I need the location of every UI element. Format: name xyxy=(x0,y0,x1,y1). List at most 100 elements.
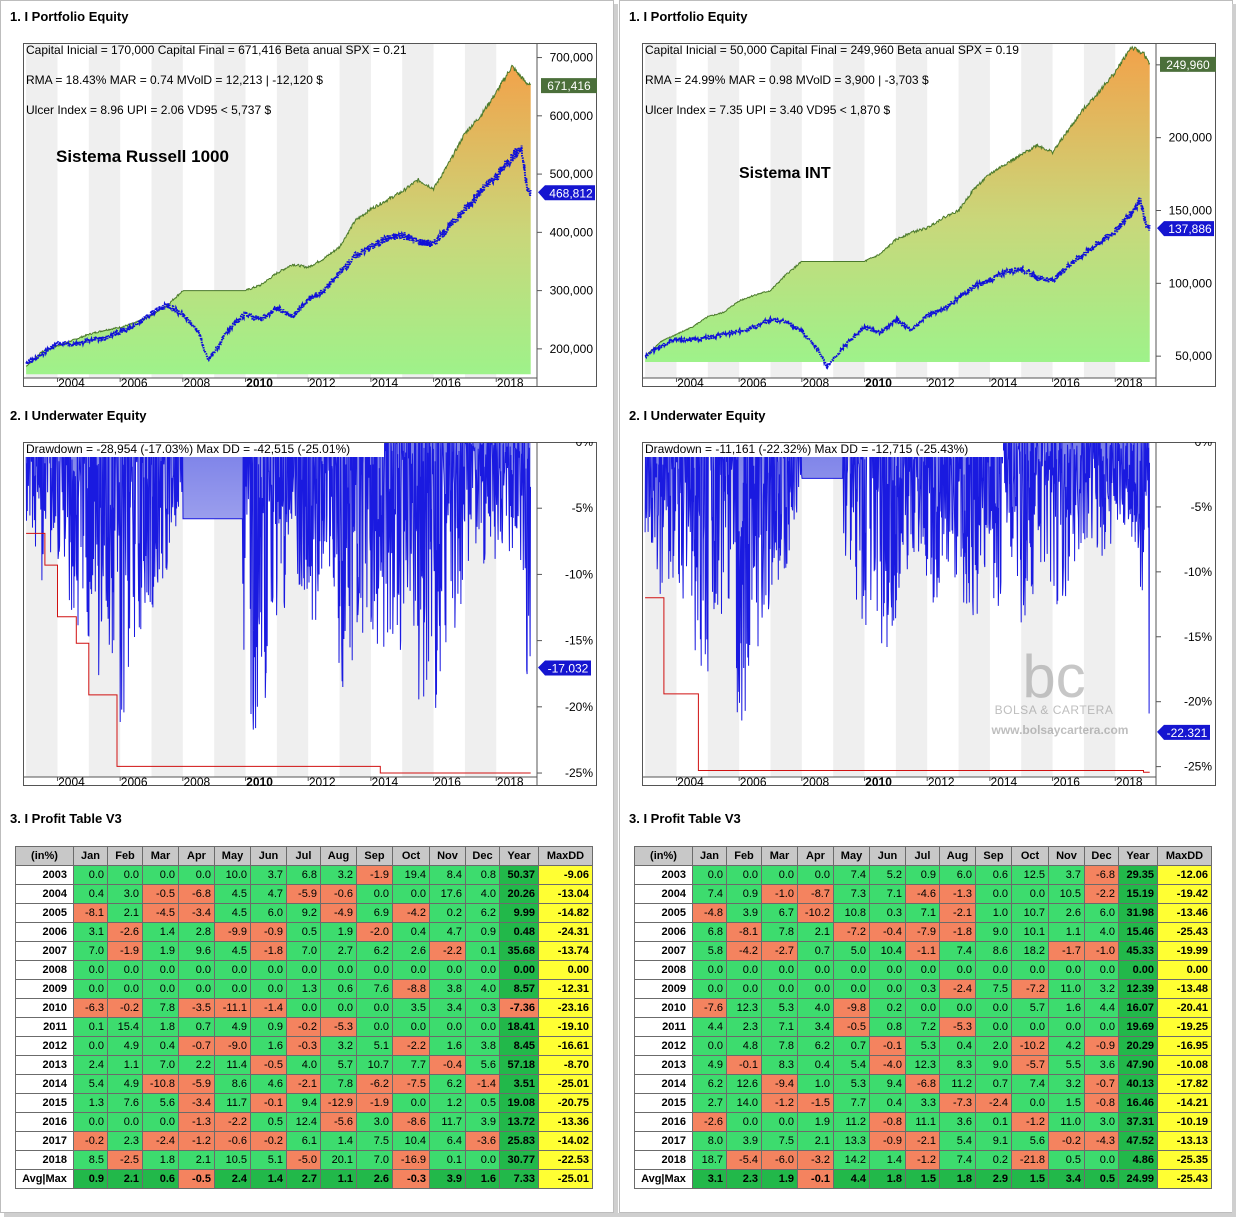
month-return-cell: -1.5 xyxy=(797,1093,834,1113)
x-tick-label: 2016 xyxy=(434,376,461,388)
month-return-cell: 7.0 xyxy=(142,1055,179,1075)
month-return-cell: -2.7 xyxy=(761,941,798,961)
month-return-cell: 0.0 xyxy=(465,1150,500,1170)
month-return-cell: -0.2 xyxy=(1048,1131,1085,1151)
month-return-cell: -1.2 xyxy=(761,1093,798,1113)
month-return-cell: -0.9 xyxy=(869,1131,906,1151)
month-return-cell: 1.0 xyxy=(797,1074,834,1094)
month-return-cell: 10.5 xyxy=(214,1150,251,1170)
table-row: 2004 7.4 0.9 -1.0 -8.7 7.3 7.1 -4.6 -1.3 0.0 0.0 10… xyxy=(634,884,1212,904)
y-tick-label: 150,000 xyxy=(1169,204,1213,218)
year-return-cell: 4.86 xyxy=(1118,1150,1158,1170)
table-row: 2014 5.4 4.9 -10.8 -5.9 8.6 4.6 -2.1 7.8 -6.2 -7.5… xyxy=(15,1074,593,1094)
month-return-cell: 1.9 xyxy=(797,1112,834,1132)
month-return-cell: 19.4 xyxy=(392,865,430,885)
month-return-cell: 0.0 xyxy=(761,865,798,885)
month-return-cell: 0.2 xyxy=(975,1150,1012,1170)
month-return-cell: 0.8 xyxy=(869,1017,906,1037)
month-return-cell: 5.6 xyxy=(465,1055,500,1075)
month-return-cell: -7.3 xyxy=(939,1093,976,1113)
month-return-cell: -0.2 xyxy=(107,998,143,1018)
month-return-cell: 1.8 xyxy=(142,1017,179,1037)
month-return-cell: -0.2 xyxy=(286,1017,321,1037)
month-return-cell: 10.5 xyxy=(1048,884,1085,904)
month-return-cell: -0.4 xyxy=(869,922,906,942)
column-header: Apr xyxy=(797,846,834,866)
month-return-cell: 2.6 xyxy=(1048,903,1085,923)
table-row: 2005 -4.8 3.9 6.7 -10.2 10.8 0.3 7.1 -2.1 1.0 10.7… xyxy=(634,903,1212,923)
benchmark-value-badge xyxy=(538,185,595,201)
month-return-cell: 0.0 xyxy=(356,884,393,904)
avg-month-cell: 2.7 xyxy=(286,1169,321,1189)
column-header: Dec xyxy=(1084,846,1119,866)
month-return-cell: 0.7 xyxy=(178,1017,215,1037)
month-return-cell: -1.0 xyxy=(761,884,798,904)
month-return-cell: 5.2 xyxy=(869,865,906,885)
right-panel: 1. I Portfolio Equity 50,000 100,000 150,0… xyxy=(619,0,1233,1213)
month-return-cell: 0.0 xyxy=(833,960,870,980)
month-return-cell: -0.6 xyxy=(320,884,357,904)
table-row: 2009 0.0 0.0 0.0 0.0 0.0 0.0 1.3 0.6 7.6 -8.8 3.8 4.… xyxy=(15,979,593,999)
month-return-cell: 3.2 xyxy=(320,865,357,885)
avg-year-cell: 24.99 xyxy=(1118,1169,1158,1189)
row-year: 2009 xyxy=(634,979,693,999)
max-drawdown-cell: -24.31 xyxy=(538,922,593,942)
month-return-cell: 3.2 xyxy=(1084,979,1119,999)
month-return-cell: 5.4 xyxy=(73,1074,108,1094)
x-tick-label: 2008 xyxy=(183,775,210,787)
month-return-cell: -1.2 xyxy=(905,1150,940,1170)
month-return-cell: -16.9 xyxy=(392,1150,430,1170)
column-header: Nov xyxy=(1048,846,1085,866)
chart-frame xyxy=(642,43,1216,387)
max-drawdown-cell: -19.42 xyxy=(1157,884,1212,904)
x-tick-label: 2014 xyxy=(991,775,1018,787)
month-return-cell: 8.5 xyxy=(73,1150,108,1170)
month-return-cell: -4.8 xyxy=(692,903,727,923)
table-row: 2011 0.1 15.4 1.8 0.7 4.9 0.9 -0.2 -5.3 0.0 0.0 0.0… xyxy=(15,1017,593,1037)
column-header: Mar xyxy=(761,846,798,866)
table-footer-row: Avg|Max 3.1 2.3 1.9 -0.1 4.4 1.8 1.5 1.8 2.9 1.5 3.… xyxy=(634,1169,1212,1189)
month-return-cell: 14.2 xyxy=(833,1150,870,1170)
month-return-cell: -2.2 xyxy=(1084,884,1119,904)
month-return-cell: 0.0 xyxy=(1011,884,1049,904)
year-return-cell: 47.52 xyxy=(1118,1131,1158,1151)
y-tick-label: 100,000 xyxy=(1169,276,1213,290)
month-return-cell: 0.4 xyxy=(142,1036,179,1056)
month-return-cell: -6.8 xyxy=(905,1074,940,1094)
month-return-cell: -7.2 xyxy=(833,922,870,942)
max-drawdown-cell: -22.53 xyxy=(538,1150,593,1170)
month-return-cell: 1.9 xyxy=(320,922,357,942)
month-return-cell: 4.9 xyxy=(214,1017,251,1037)
y-tick-label: 0% xyxy=(1195,442,1213,449)
month-return-cell: -9.8 xyxy=(833,998,870,1018)
month-return-cell: 0.0 xyxy=(429,960,466,980)
max-drawdown-cell: -13.46 xyxy=(1157,903,1212,923)
column-header: May xyxy=(214,846,251,866)
table-row: 2016 -2.6 0.0 0.0 1.9 11.2 -0.8 11.1 3.6 0.1 -1.2 1… xyxy=(634,1112,1212,1132)
column-header: Mar xyxy=(142,846,179,866)
month-return-cell: 10.4 xyxy=(869,941,906,961)
year-return-cell: 16.07 xyxy=(1118,998,1158,1018)
month-return-cell: -2.0 xyxy=(356,922,393,942)
y-tick-label: 600,000 xyxy=(550,109,594,123)
month-return-cell: 0.0 xyxy=(142,1112,179,1132)
month-return-cell: -4.0 xyxy=(869,1055,906,1075)
row-year: 2016 xyxy=(15,1112,74,1132)
row-year: 2005 xyxy=(15,903,74,923)
month-return-cell: 2.7 xyxy=(320,941,357,961)
month-return-cell: 7.0 xyxy=(356,1150,393,1170)
month-return-cell: -4.3 xyxy=(1084,1131,1119,1151)
month-return-cell: -4.5 xyxy=(142,903,179,923)
x-tick-label: 2012 xyxy=(309,376,336,388)
month-return-cell: -5.4 xyxy=(726,1150,762,1170)
month-return-cell: 15.4 xyxy=(107,1017,143,1037)
month-return-cell: 1.3 xyxy=(73,1093,108,1113)
month-return-cell: 7.1 xyxy=(905,903,940,923)
y-tick-label: 200,000 xyxy=(1169,131,1213,145)
month-return-cell: 11.7 xyxy=(429,1112,466,1132)
month-return-cell: 0.4 xyxy=(869,1093,906,1113)
month-return-cell: 12.3 xyxy=(905,1055,940,1075)
month-return-cell: 0.0 xyxy=(692,979,727,999)
month-return-cell: 8.6 xyxy=(975,941,1012,961)
month-return-cell: 0.9 xyxy=(250,1017,287,1037)
